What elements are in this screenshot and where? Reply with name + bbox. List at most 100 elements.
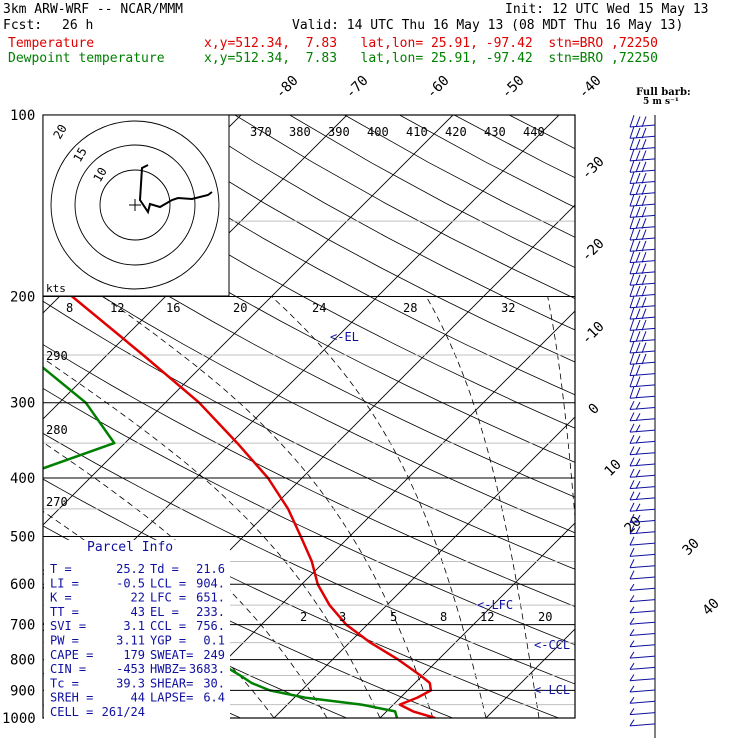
parcel-field-label: PW = [50, 634, 79, 648]
parcel-field-value: 756. [196, 619, 225, 633]
theta-label: 370 [250, 125, 272, 139]
wind-barb [629, 468, 656, 478]
wind-barb-flag [629, 446, 635, 455]
dewpoint-legend: Dewpoint temperature [8, 51, 165, 66]
wind-barb-flag [635, 480, 641, 489]
wind-barb-flag [629, 662, 635, 670]
wind-barb-flag [641, 331, 647, 342]
wind-barb-flag [629, 182, 635, 195]
wind-barb-flag [635, 139, 641, 150]
wind-barb-flag [629, 468, 635, 478]
parcel-field-label: LCL = [150, 576, 186, 590]
wind-barb-flag [629, 457, 635, 467]
mixing-ratio-label: 12 [110, 301, 124, 315]
wind-barb [629, 137, 656, 151]
wind-barb-flag [629, 126, 635, 139]
hodograph-ring-label: 20 [50, 122, 69, 142]
wind-barb-flag [629, 570, 635, 580]
parcel-field-value: 43 [131, 605, 145, 619]
wind-barb-flag [629, 651, 635, 659]
wind-barb-flag [629, 228, 635, 241]
dewpoint-profile [43, 366, 399, 718]
wind-barb-flag [635, 413, 641, 422]
wind-barb [629, 547, 656, 557]
wind-barb-shaft [629, 440, 656, 444]
isotherm-line [43, 115, 454, 526]
wind-barb [629, 570, 656, 580]
pressure-tick-label: 700 [10, 618, 35, 634]
wind-barb [629, 216, 656, 230]
parcel-field-value: 3683. [189, 662, 225, 676]
parcel-field-value: 904. [196, 576, 225, 590]
isotherm-label: 30 [680, 536, 703, 559]
wind-barb-flag [635, 297, 641, 308]
isotherm-label: -50 [499, 73, 528, 102]
isotherm-line [43, 115, 348, 420]
wind-barb-flag [635, 376, 641, 388]
wind-barb-flag [635, 365, 641, 376]
mixing-ratio-label: 12 [480, 610, 494, 624]
dry-adiabat-label: 270 [46, 495, 68, 509]
isotherm-label: 0 [586, 401, 603, 418]
wind-barb [629, 273, 656, 286]
wind-barb [629, 126, 656, 139]
mixing-ratio-label: 8 [440, 610, 447, 624]
wind-barb [629, 412, 656, 422]
parcel-field-label: CAPE = [50, 648, 93, 662]
wind-barb-flag [635, 116, 641, 128]
wind-barb [629, 329, 656, 343]
wind-barb-flag [629, 674, 635, 681]
mixing-ratio-label: 2 [300, 610, 307, 624]
parcel-field-label: SVI = [50, 619, 86, 633]
hodograph-unit-label: kts [46, 282, 66, 295]
dry-adiabat-label: 280 [46, 423, 68, 437]
level-annotation: <-EL [330, 330, 359, 344]
wind-barb-flag [629, 502, 635, 512]
parcel-field-label: Tc = [50, 676, 79, 690]
wind-barb [629, 423, 656, 433]
wind-barb-shaft [629, 520, 656, 523]
dewpoint-station-info: x,y=512.34, 7.83 lat,lon= 25.91, -97.42 … [204, 51, 658, 66]
parcel-field-value: 30. [203, 676, 225, 690]
wind-barb-flag [635, 172, 641, 184]
wind-barb [629, 651, 656, 659]
wind-barb [629, 662, 656, 670]
isotherm-line [273, 416, 575, 718]
wind-barb-flag [635, 206, 641, 218]
wind-barb-flag [629, 434, 635, 444]
theta-label: 430 [484, 125, 506, 139]
wind-barb [629, 457, 656, 467]
parcel-field-value: 233. [196, 605, 225, 619]
pressure-tick-label: 900 [10, 683, 35, 699]
wind-barb-flag [629, 352, 635, 365]
wind-barb-shaft [629, 542, 656, 546]
wind-barb-flag [635, 458, 641, 467]
wind-barb [629, 685, 656, 693]
wind-barb [629, 617, 656, 625]
dry-adiabat [509, 115, 575, 150]
wind-barb-flag [635, 308, 641, 320]
wind-barb-shaft [629, 633, 656, 636]
wind-barb-flag [641, 206, 647, 218]
forecast-hour: 26 h [62, 18, 94, 33]
hodograph-ring [74, 144, 196, 266]
wind-barb-shaft [629, 576, 656, 580]
wind-barb-flag [635, 252, 641, 263]
wind-barb-flag [635, 161, 641, 173]
dry-adiabat [234, 115, 575, 299]
wind-barb-flag [629, 617, 635, 625]
wind-barb [629, 513, 656, 523]
parcel-field-label: SREH = [50, 691, 93, 705]
wind-barb [629, 719, 656, 727]
wind-barb-flag [635, 184, 641, 195]
wind-barb [629, 583, 656, 591]
parcel-field-label: CIN = [50, 662, 86, 676]
wind-barb-flag [629, 547, 635, 557]
wind-barb-flag [641, 161, 647, 173]
wind-barb-flag [629, 513, 635, 523]
wind-barb-shaft [629, 666, 656, 670]
wind-barb-flag [629, 148, 635, 162]
wind-barb-flag [629, 412, 635, 422]
isotherm-line [698, 115, 740, 718]
parcel-field-label: T = [50, 562, 72, 576]
